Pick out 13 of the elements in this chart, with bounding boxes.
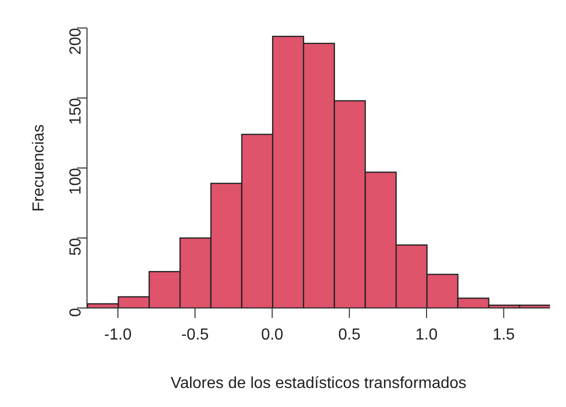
- x-tick-label: 0.0: [261, 326, 284, 344]
- y-tick-label: 200: [68, 28, 85, 55]
- y-tick-label: 0: [68, 308, 85, 317]
- x-tick-label: 1.0: [415, 326, 438, 344]
- y-axis-title: Frecuencias: [30, 124, 48, 212]
- y-tick-label: 100: [68, 168, 85, 195]
- x-tick-label: 1.5: [492, 326, 515, 344]
- x-tick-label: 0.5: [338, 326, 361, 344]
- x-tick-label: -1.0: [104, 326, 132, 344]
- y-tick-label: 150: [68, 98, 85, 125]
- x-tick-label: -0.5: [181, 326, 209, 344]
- y-tick-label: 50: [68, 238, 85, 256]
- x-axis-title: Valores de los estadísticos transformados: [170, 375, 466, 392]
